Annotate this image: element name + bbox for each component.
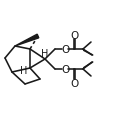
Text: O: O — [71, 78, 79, 88]
Text: O: O — [61, 64, 69, 74]
Polygon shape — [15, 35, 39, 47]
Text: O: O — [61, 45, 69, 54]
Text: O: O — [71, 31, 79, 41]
Text: H: H — [20, 66, 28, 76]
Text: H: H — [41, 49, 48, 58]
